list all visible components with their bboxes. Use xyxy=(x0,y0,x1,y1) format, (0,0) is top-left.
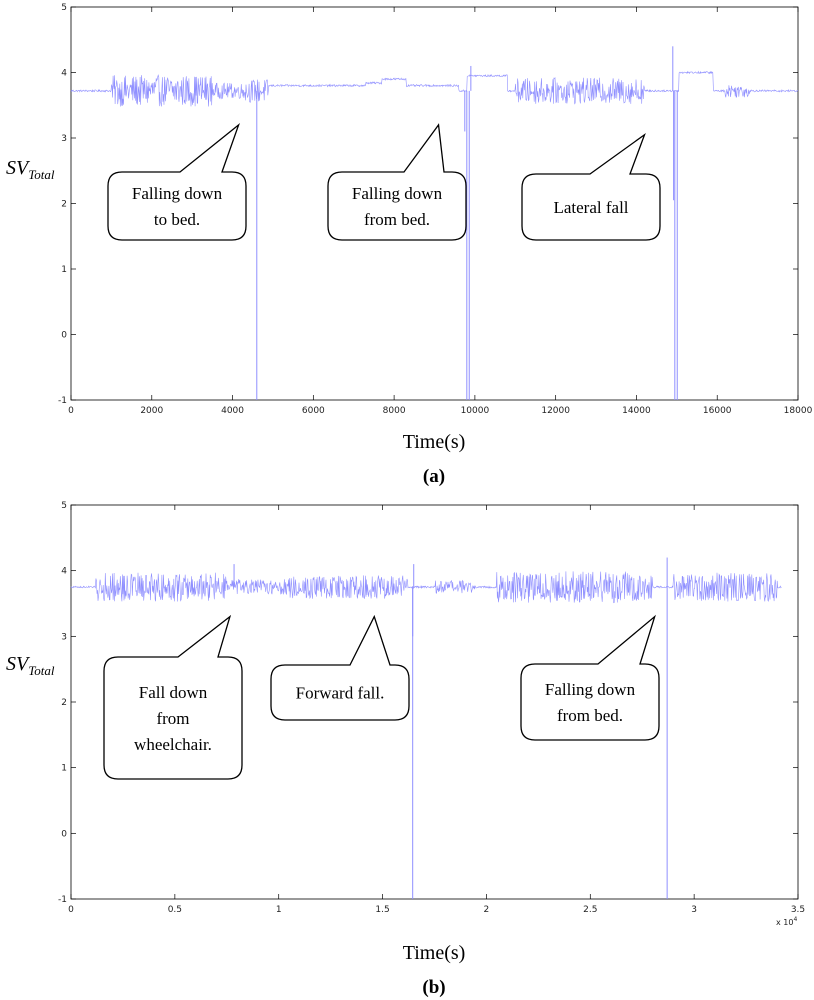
x-tick-label: 18000 xyxy=(784,406,813,416)
callout-bubble xyxy=(103,614,243,780)
y-tick-label: 0 xyxy=(61,829,67,839)
callout-text: Falling down xyxy=(352,184,443,203)
y-tick-label: 5 xyxy=(61,501,67,511)
x-tick-label: 0 xyxy=(68,406,74,416)
y-tick-label: 0 xyxy=(61,331,67,341)
signal-line-b xyxy=(70,571,782,604)
x-tick-label: 2.5 xyxy=(583,905,597,915)
x-axis-label-b: Time(s) xyxy=(403,942,466,964)
callout-text: Falling down xyxy=(132,184,223,203)
annotations-b: Fall down from wheelchair. Forward fall. Fal… xyxy=(103,614,660,780)
x-tick-label: 3.5 xyxy=(791,905,805,915)
callout-bubble xyxy=(107,122,247,241)
callout-text: from xyxy=(156,709,189,728)
y-tick-label: 3 xyxy=(61,134,67,144)
y-ticks-a: 5 4 3 2 1 0 -1 xyxy=(58,3,798,406)
y-axis-label-b: SVTotal xyxy=(6,653,55,678)
y-tick-label: 5 xyxy=(61,3,67,13)
callout-text: Lateral fall xyxy=(553,198,628,217)
y-tick-label: 4 xyxy=(61,567,67,577)
callout-text: from bed. xyxy=(557,706,623,725)
y-tick-label: -1 xyxy=(58,895,67,905)
callout-bubble xyxy=(270,614,410,721)
panel-a: 0 2000 4000 6000 8000 10000 12000 14000 16000 180… xyxy=(6,3,813,487)
annotations-a: Falling down to bed. Falling down from bed.… xyxy=(107,122,661,241)
callout-bubble xyxy=(520,614,660,741)
x-tick-label: 14000 xyxy=(622,406,651,416)
plot-area-a xyxy=(70,46,799,400)
x-tick-label: 4000 xyxy=(221,406,244,416)
x-tick-label: 3 xyxy=(691,905,697,915)
callout-text: Fall down xyxy=(139,683,208,702)
y-axis-label-a: SVTotal xyxy=(6,157,55,182)
callout-text: Falling down xyxy=(545,680,636,699)
y-tick-label: 4 xyxy=(61,69,67,79)
y-tick-label: 1 xyxy=(61,764,67,774)
x-tick-label: 0.5 xyxy=(168,905,182,915)
x-tick-label: 10000 xyxy=(461,406,490,416)
y-ticks-b: 5 4 3 2 1 0 -1 xyxy=(58,501,798,905)
y-tick-label: -1 xyxy=(58,396,67,406)
x-tick-label: 6000 xyxy=(302,406,325,416)
x-tick-label: 1.5 xyxy=(375,905,389,915)
x-tick-label: 12000 xyxy=(541,406,570,416)
y-tick-label: 2 xyxy=(61,200,67,210)
x-ticks-b: 0 0.5 1 1.5 2 2.5 3 3.5 xyxy=(68,505,805,915)
x-ticks-a: 0 2000 4000 6000 8000 10000 12000 14000 16000 180… xyxy=(68,7,813,416)
callout-text: wheelchair. xyxy=(134,735,212,754)
x-tick-label: 2000 xyxy=(140,406,163,416)
panel-label-b: (b) xyxy=(422,977,445,998)
x-tick-label: 0 xyxy=(68,905,74,915)
callout-text: from bed. xyxy=(364,210,430,229)
x-tick-label: 2 xyxy=(484,905,490,915)
x-tick-label: 16000 xyxy=(703,406,732,416)
callout-bubble xyxy=(327,123,467,241)
x-tick-label: 8000 xyxy=(383,406,406,416)
x-axis-label-a: Time(s) xyxy=(403,431,466,453)
spikes-a xyxy=(256,46,678,400)
y-tick-label: 3 xyxy=(61,632,67,642)
plot-area-b xyxy=(70,557,782,899)
signal-line-a xyxy=(70,70,799,107)
callout-bubble xyxy=(521,132,661,241)
callout-text: Forward fall. xyxy=(296,684,385,703)
callout-text: to bed. xyxy=(154,210,200,229)
y-tick-label: 2 xyxy=(61,698,67,708)
x-tick-label: 1 xyxy=(276,905,282,915)
y-tick-label: 1 xyxy=(61,265,67,275)
panel-label-a: (a) xyxy=(423,466,445,487)
spikes-b xyxy=(233,557,668,899)
x-exponent-b: x 104 xyxy=(776,916,797,927)
